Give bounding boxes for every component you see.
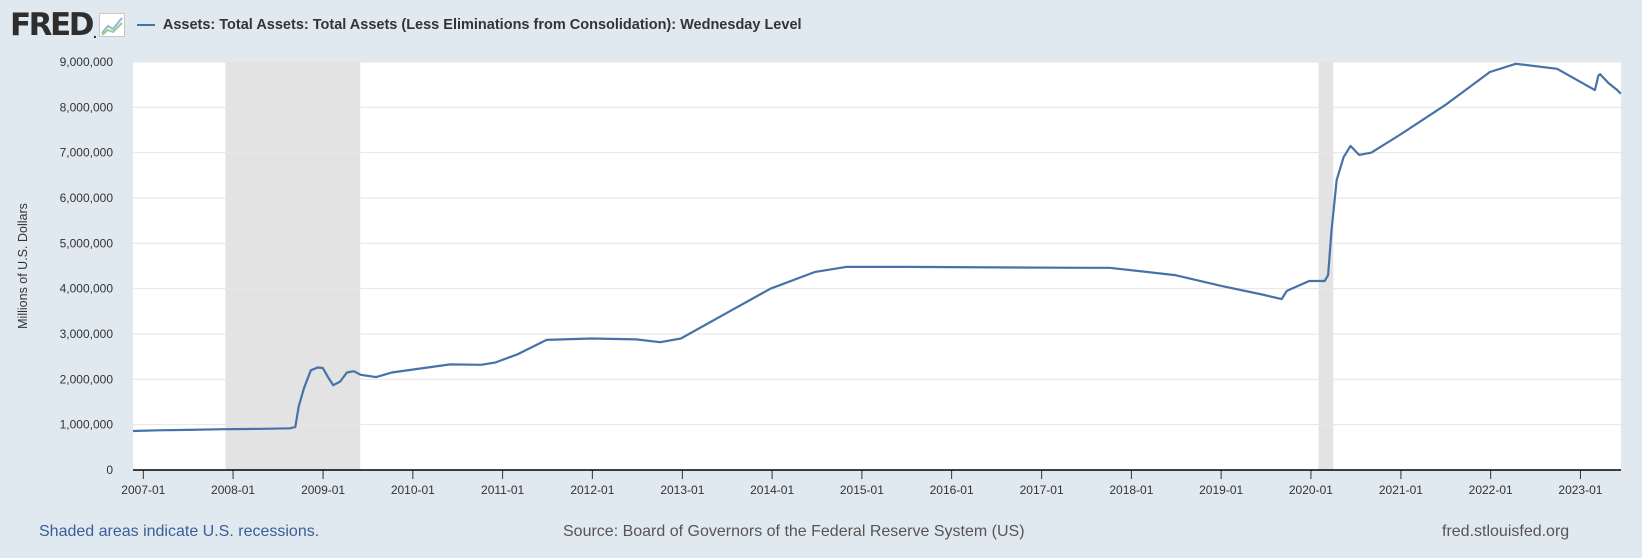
x-tick-label: 2010-01 [391,483,435,497]
x-tick-label: 2008-01 [211,483,255,497]
y-tick-label: 7,000,000 [60,146,114,160]
y-tick-label: 6,000,000 [60,191,114,205]
graph-logo-icon [98,13,125,37]
recession-bands [225,62,1334,470]
y-tick-label: 5,000,000 [60,236,114,250]
chart-header: FRED . Assets: Total Assets: Total Asset… [10,8,802,42]
x-tick-label: 2007-01 [121,483,165,497]
recession-band-0 [225,62,361,470]
y-tick-label: 1,000,000 [60,418,114,432]
legend-series-label: Assets: Total Assets: Total Assets (Less… [162,17,802,33]
y-tick-labels: 0 1,000,000 2,000,000 3,000,000 4,000,000 5,0… [60,55,114,477]
x-tick-label: 2011-01 [481,483,524,497]
line-chart: 0 1,000,000 2,000,000 3,000,000 4,000,000 5,0… [16,55,1622,497]
y-axis-title: Millions of U.S. Dollars [16,203,30,329]
y-gridlines [133,61,1621,426]
x-tick-label: 2009-01 [301,483,345,497]
x-tick-label: 2020-01 [1289,483,1333,497]
x-tick-label: 2013-01 [660,483,704,497]
recession-note-link[interactable]: Shaded areas indicate U.S. recessions. [39,523,320,540]
x-tick-label: 2019-01 [1199,483,1243,497]
x-tick-label: 2012-01 [570,483,614,497]
x-tick-label: 2018-01 [1109,483,1153,497]
legend: Assets: Total Assets: Total Assets (Less… [136,17,802,33]
fred-logo-dot: . [92,25,97,41]
series-line [132,62,1622,433]
y-tick-label: 2,000,000 [60,372,114,386]
x-tick-label: 2015-01 [840,483,884,497]
source-note: Source: Board of Governors of the Federa… [563,523,1025,540]
x-tick-label: 2021-01 [1379,483,1423,497]
y-tick-label: 0 [106,463,113,477]
x-tick-label: 2016-01 [930,483,974,497]
fred-url[interactable]: fred.stlouisfed.org [1442,523,1570,540]
y-tick-label: 3,000,000 [60,327,114,341]
x-tick-label: 2017-01 [1020,483,1064,497]
recession-band-1 [1318,62,1334,470]
y-tick-label: 4,000,000 [60,282,114,296]
y-tick-label: 8,000,000 [60,100,114,114]
x-tick-label: 2014-01 [750,483,794,497]
x-tick-label: 2023-01 [1558,483,1602,497]
x-axis-ticks: 2007-01 2008-01 2009-01 2010-01 2011-01 2012-… [121,470,1603,497]
fred-logo[interactable]: FRED [10,7,94,43]
y-tick-label: 9,000,000 [60,55,114,69]
legend-line-swatch [136,24,155,26]
x-tick-label: 2022-01 [1469,483,1513,497]
